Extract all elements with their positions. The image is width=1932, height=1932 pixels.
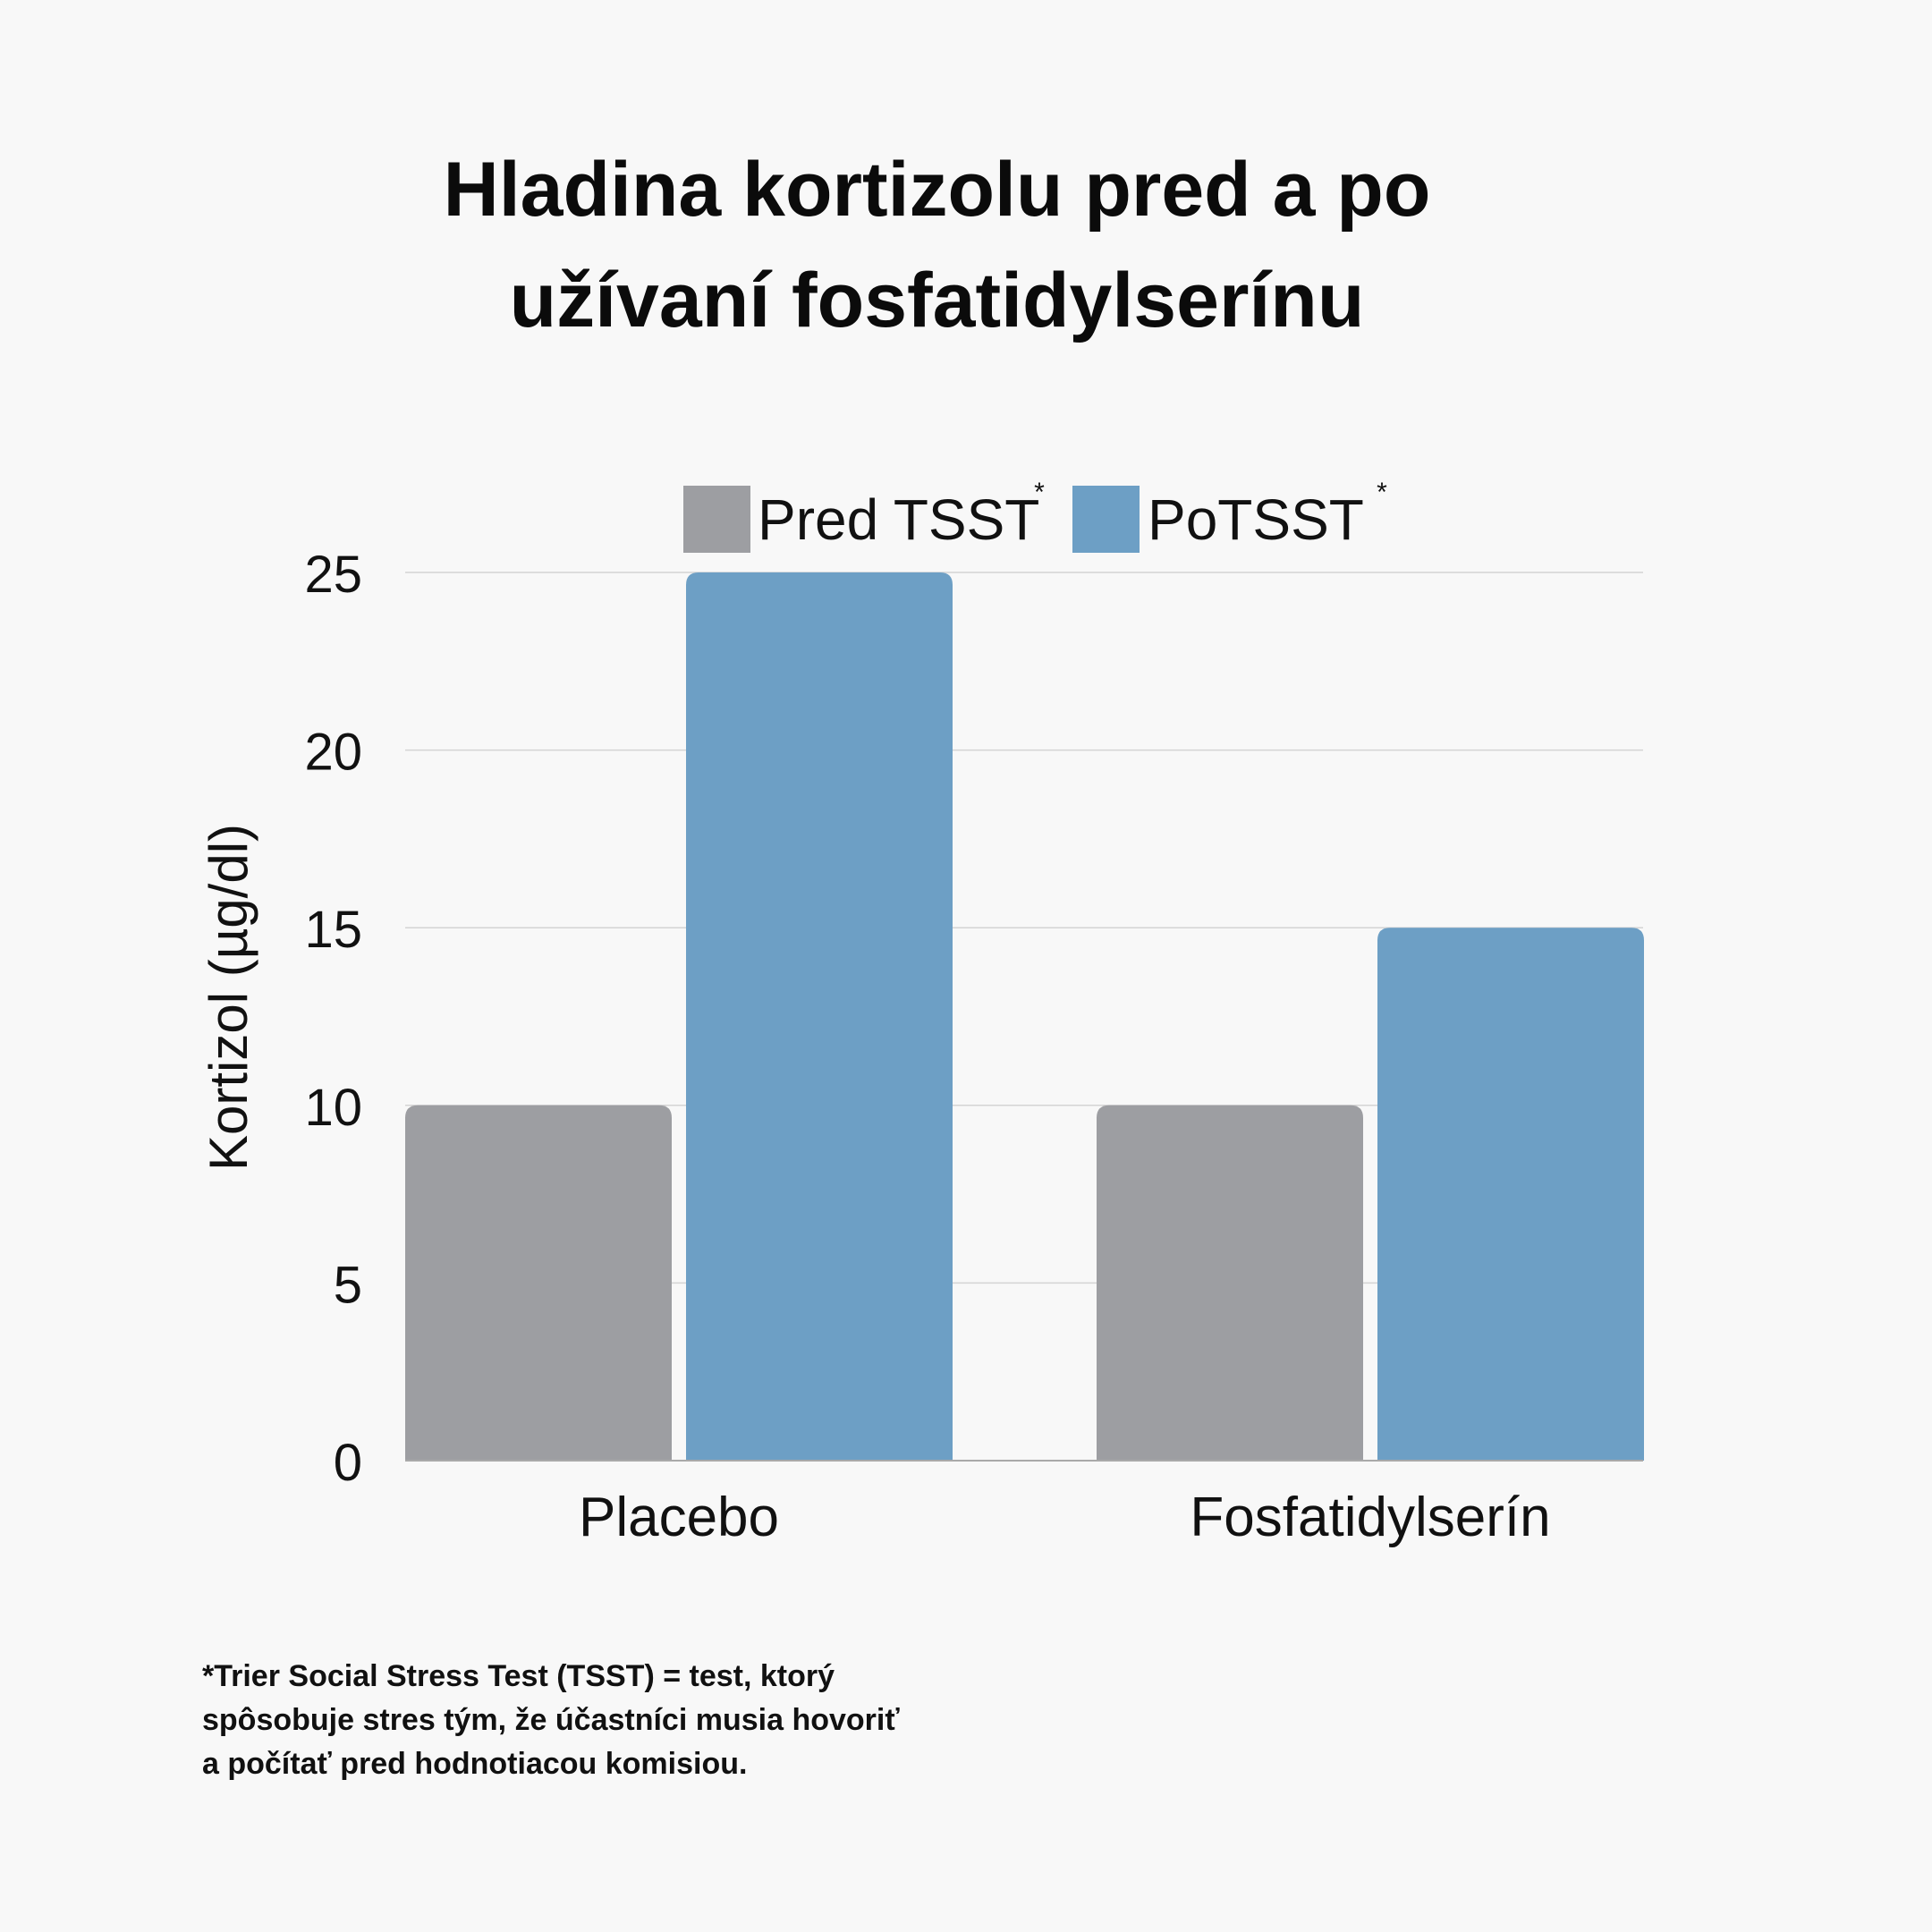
x-tick-label-1: Fosfatidylserín xyxy=(1190,1487,1550,1548)
footnote-line-3: a počítať pred hodnotiacou komisiou. xyxy=(202,1747,748,1781)
y-axis-label: Kortizol (µg/dl) xyxy=(199,824,258,1171)
y-tick-label-20: 20 xyxy=(304,724,362,782)
bar-0-1 xyxy=(686,572,953,1461)
legend-swatch-0 xyxy=(683,486,750,553)
bar-1-1 xyxy=(1377,928,1644,1461)
legend-label-0: Pred TSST xyxy=(758,487,1039,552)
legend-marker-1: * xyxy=(1377,478,1387,507)
bar-1-0 xyxy=(1097,1105,1363,1461)
legend-label-1: PoTSST xyxy=(1148,487,1364,552)
footnote: *Trier Social Stress Test (TSST) = test,… xyxy=(202,1655,1007,1786)
legend-marker-0: * xyxy=(1034,478,1045,507)
y-tick-label-0: 0 xyxy=(334,1434,362,1492)
chart-title-line-1: Hladina kortizolu pred a po xyxy=(443,147,1431,233)
legend-swatch-1 xyxy=(1072,486,1140,553)
chart-title-line-2: užívaní fosfatidylserínu xyxy=(509,258,1365,343)
y-tick-label-15: 15 xyxy=(304,901,362,959)
y-tick-label-10: 10 xyxy=(304,1079,362,1137)
bar-0-0 xyxy=(405,1105,672,1461)
y-tick-label-25: 25 xyxy=(304,546,362,604)
chart-title: Hladina kortizolu pred a po užívaní fosf… xyxy=(0,134,1874,356)
x-tick-label-0: Placebo xyxy=(579,1487,779,1548)
footnote-line-1: *Trier Social Stress Test (TSST) = test,… xyxy=(202,1659,835,1693)
footnote-line-2: spôsobuje stres tým, že účastníci musia … xyxy=(202,1703,900,1737)
y-tick-label-5: 5 xyxy=(334,1256,362,1314)
